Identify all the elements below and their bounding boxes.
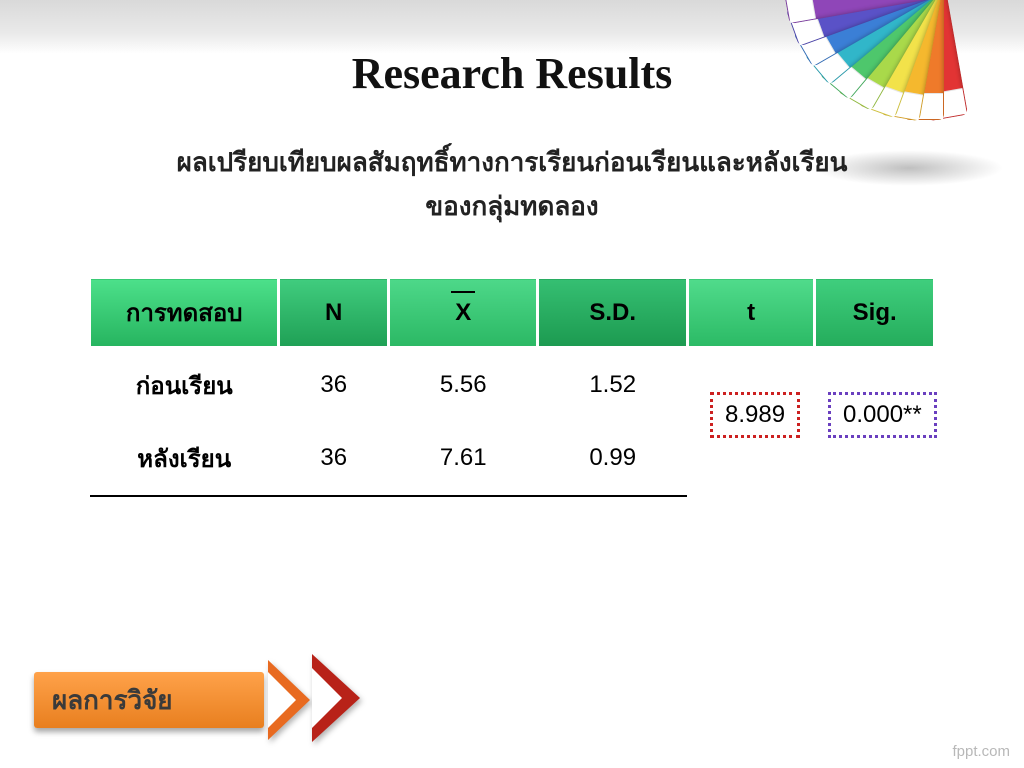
cell-sd: 1.52 (538, 348, 687, 422)
table-header-row: การทดสอบ N X S.D. t Sig. (90, 278, 935, 348)
col-mean: X (388, 278, 537, 348)
section-label: ผลการวิจัย (34, 672, 264, 728)
table-row: ก่อนเรียน 36 5.56 1.52 (90, 348, 935, 422)
col-test: การทดสอบ (90, 278, 279, 348)
row-label: หลังเรียน (90, 422, 279, 496)
col-n: N (279, 278, 389, 348)
footer-text: fppt.com (952, 743, 1010, 760)
col-sd: S.D. (538, 278, 687, 348)
sig-value-box: 0.000** (828, 392, 937, 438)
chevron-icon (268, 660, 310, 740)
results-table: การทดสอบ N X S.D. t Sig. ก่อนเรียน 36 5.… (88, 276, 936, 497)
subtitle: ผลเปรียบเทียบผลสัมฤทธิ์ทางการเรียนก่อนเร… (0, 140, 1024, 228)
cell-mean: 7.61 (388, 422, 537, 496)
chevron-icon (312, 654, 360, 742)
subtitle-line2: ของกลุ่มทดลอง (0, 184, 1024, 228)
cell-n: 36 (279, 348, 389, 422)
col-t: t (687, 278, 814, 348)
t-value-box: 8.989 (710, 392, 800, 438)
subtitle-line1: ผลเปรียบเทียบผลสัมฤทธิ์ทางการเรียนก่อนเร… (0, 140, 1024, 184)
cell-n: 36 (279, 422, 389, 496)
col-sig: Sig. (815, 278, 935, 348)
cell-sd: 0.99 (538, 422, 687, 496)
cell-mean: 5.56 (388, 348, 537, 422)
row-label: ก่อนเรียน (90, 348, 279, 422)
